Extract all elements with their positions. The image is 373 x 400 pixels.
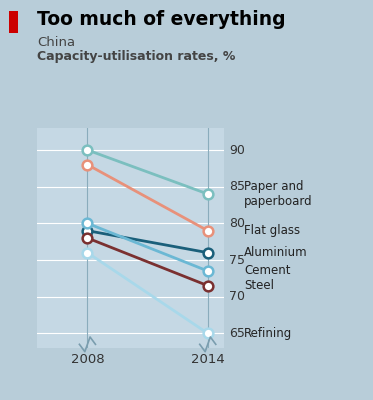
Text: 70: 70	[229, 290, 245, 303]
Text: Aluminium: Aluminium	[244, 246, 308, 259]
Text: Too much of everything: Too much of everything	[37, 10, 286, 29]
Text: 80: 80	[229, 217, 245, 230]
Text: China: China	[37, 36, 75, 49]
Text: 75: 75	[229, 254, 245, 266]
Text: Paper and
paperboard: Paper and paperboard	[244, 180, 313, 208]
Text: Capacity-utilisation rates, %: Capacity-utilisation rates, %	[37, 50, 236, 63]
Text: 90: 90	[229, 144, 245, 156]
Text: 85: 85	[229, 180, 245, 193]
Text: Cement: Cement	[244, 264, 291, 278]
Text: Steel: Steel	[244, 279, 274, 292]
Text: Refining: Refining	[244, 327, 292, 340]
Text: Flat glass: Flat glass	[244, 224, 300, 237]
Text: 65: 65	[229, 327, 245, 340]
